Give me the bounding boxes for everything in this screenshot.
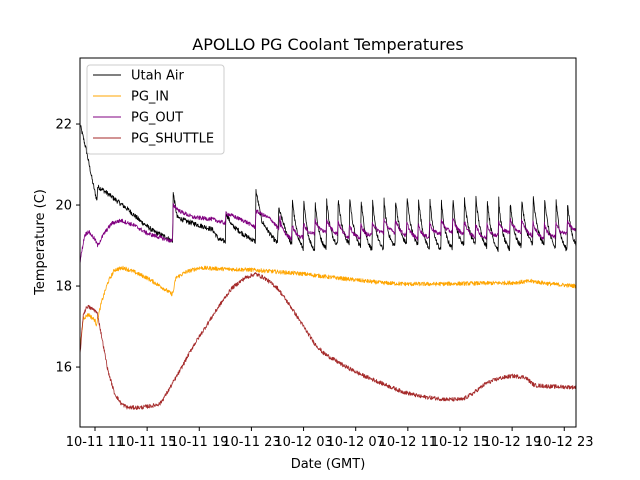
y-tick-label: 16 <box>55 361 72 376</box>
x-tick-label: 10-11 19 <box>170 435 228 450</box>
plot-frame <box>79 57 577 428</box>
x-tick-label: 10-11 15 <box>118 435 176 450</box>
x-axis-label: Date (GMT) <box>291 457 366 472</box>
y-axis: 16 18 20 22 <box>55 118 80 376</box>
series-layer <box>80 123 576 410</box>
x-tick-label: 10-12 19 <box>483 435 541 450</box>
x-tick-label: 10-12 03 <box>274 435 332 450</box>
x-tick-label: 10-12 07 <box>326 435 384 450</box>
x-tick-label: 10-11 11 <box>66 435 124 450</box>
series-line-pg-out <box>80 202 576 264</box>
y-tick-label: 18 <box>55 280 72 295</box>
y-axis-label: Temperature (C) <box>33 189 48 296</box>
y-tick-label: 20 <box>55 199 72 214</box>
series-line-pg-shuttle <box>80 272 576 410</box>
legend-label: PG_IN <box>131 90 169 105</box>
series-line-utah-air <box>80 123 576 253</box>
x-tick-label: 10-11 23 <box>222 435 280 450</box>
legend-label: PG_SHUTTLE <box>131 132 214 147</box>
series-line-pg-in <box>80 265 576 353</box>
x-tick-label: 10-12 11 <box>379 435 437 450</box>
legend-label: PG_OUT <box>131 111 183 126</box>
y-tick-label: 22 <box>55 118 72 133</box>
legend-label: Utah Air <box>131 69 184 84</box>
x-tick-label: 10-12 23 <box>535 435 593 450</box>
chart-title: APOLLO PG Coolant Temperatures <box>192 35 463 54</box>
legend-box <box>86 64 225 155</box>
legend: Utah Air PG_IN PG_OUT PG_SHUTTLE <box>86 64 225 155</box>
x-tick-label: 10-12 15 <box>431 435 489 450</box>
